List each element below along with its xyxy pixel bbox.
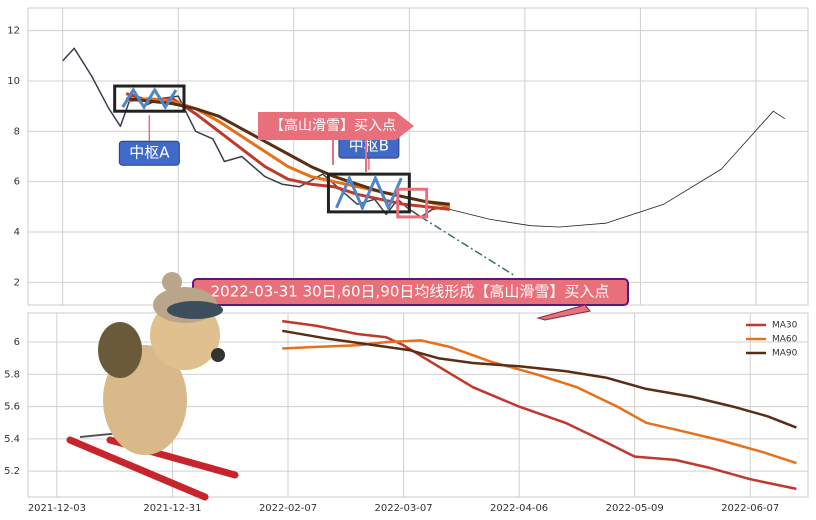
y-tick-label: 2 (14, 277, 20, 288)
series-line (420, 216, 514, 276)
skier-illustration (66, 272, 239, 501)
y-tick-label: 5.8 (4, 369, 20, 380)
y-tick-label: 10 (7, 76, 20, 87)
legend-label: MA90 (772, 349, 798, 359)
legend-label: MA60 (772, 335, 798, 345)
series-line (282, 319, 797, 491)
x-tick-label: 2021-12-03 (28, 503, 86, 514)
zone-box (113, 84, 186, 113)
x-tick-label: 2022-05-09 (606, 503, 664, 514)
legend-label: MA30 (772, 321, 798, 331)
annotation: 2022-03-31 30日,60日,90日均线形成【高山滑雪】买入点 (211, 283, 610, 301)
y-tick-label: 6 (14, 337, 20, 348)
zigzag (335, 174, 403, 212)
x-tick-label: 2021-12-31 (143, 503, 201, 514)
series-line (449, 110, 786, 228)
zone-box (396, 187, 429, 219)
y-tick-label: 6 (14, 177, 20, 188)
annotation: 【高山滑雪】买入点 (270, 117, 396, 134)
y-tick-label: 5.2 (4, 466, 20, 477)
plot-layer: 2 4 6 8 10 12 中枢A 中枢B 【高山滑雪】买入点 5.2 5.4 5.6 5.8 6 2021… (4, 8, 808, 514)
y-tick-label: 5.6 (4, 402, 20, 413)
x-tick-label: 2022-06-07 (721, 503, 779, 514)
annotation-arrow (536, 304, 591, 321)
x-tick-label: 2022-02-07 (259, 503, 317, 514)
x-tick-label: 2022-04-06 (490, 503, 548, 514)
zigzag (121, 87, 178, 111)
x-tick-label: 2022-03-07 (374, 503, 432, 514)
zone-label: 中枢B (349, 137, 389, 155)
series-line (281, 329, 797, 429)
y-tick-label: 8 (14, 126, 20, 137)
zone-label-box (118, 140, 180, 166)
series-line (126, 97, 450, 206)
y-tick-label: 12 (7, 26, 20, 37)
y-tick-label: 4 (14, 227, 20, 238)
y-tick-label: 5.4 (4, 434, 20, 445)
zone-box (326, 172, 411, 214)
zone-label: 中枢A (129, 144, 170, 162)
annotation-arrow (258, 112, 414, 140)
